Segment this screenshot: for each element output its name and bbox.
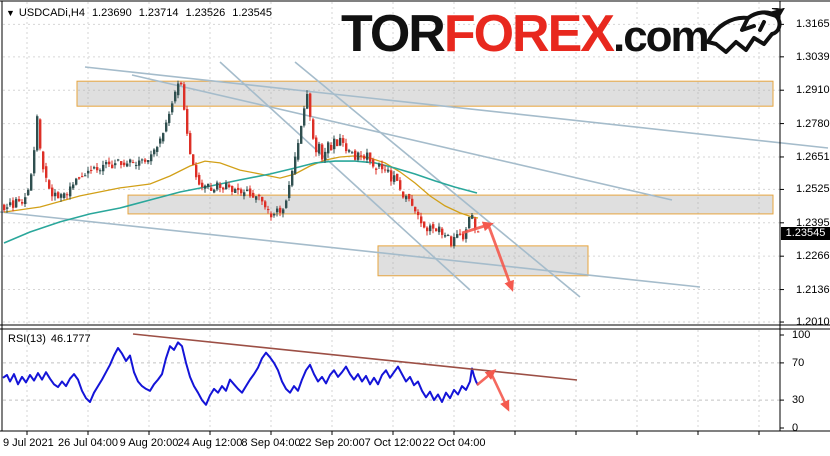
rsi-axis-label: 30 [792,394,805,407]
symbol-dropdown-icon[interactable]: ▼ [6,8,15,18]
time-axis-label: 9 Jul 2021 [3,437,54,449]
rsi-trendline [132,333,578,381]
price-axis-label: 1.29100 [796,84,830,97]
rsi-axis-label: 70 [792,356,805,369]
symbol-timeframe: USDCADi,H4 [18,7,85,19]
channel-line-left [219,61,471,291]
price-axis-label: 1.20105 [796,316,830,329]
ohlc-open: 1.23690 [91,7,132,19]
rsi-line [2,341,479,406]
ma-fast-line [3,155,479,219]
price-axis-label: 1.23955 [796,216,830,229]
torforex-logo: TORFOREX.com [341,6,786,65]
mid-resistance-line [131,74,673,201]
rsi-indicator-label: RSI(13) 46.1777 [8,333,91,345]
time-axis-label: 26 Jul 04:00 [58,437,118,449]
rsi-axis-label: 0 [792,422,799,434]
time-axis-label: 8 Sep 04:00 [241,437,301,449]
candlesticks [3,80,480,249]
forecast-arrow [486,223,514,292]
chart-title: ▼ USDCADi,H4 1.23690 1.23714 1.23526 1.23545 [6,7,272,19]
price-axis-label: 1.31655 [796,18,830,31]
lower-support-line [0,211,701,288]
upper-resistance-line [84,66,829,149]
rsi-axis-label: 100 [792,329,811,341]
price-axis-label: 1.22660 [796,250,830,263]
time-axis-label: 7 Oct 12:00 [364,437,422,449]
ma-slow-line [3,160,478,244]
bull-icon [705,8,785,54]
resistance-zone-1.2910 [76,80,774,107]
current-price-tag: 1.23545 [781,227,830,241]
ohlc-low: 1.23526 [185,7,226,19]
price-axis-label: 1.27805 [796,117,830,130]
time-axis-label: 22 Sep 20:00 [299,437,365,449]
forecast-arrow [461,221,494,235]
price-axis-label: 1.21365 [796,283,830,296]
price-axis-label: 1.30395 [796,50,830,63]
ohlc-high: 1.23714 [138,7,179,19]
rsi-value: 46.1777 [50,333,91,345]
time-axis-label: 24 Aug 12:00 [177,437,243,449]
rsi-forecast-arrow [489,372,510,412]
channel-line-right [294,61,581,298]
logo-text: TORFOREX.com [341,5,710,63]
time-axis-label: 22 Oct 04:00 [422,437,486,449]
price-axis-label: 1.25250 [796,183,830,196]
rsi-name: RSI(13) [8,333,46,345]
ohlc-close: 1.23545 [232,7,272,19]
zone-1.2430-1.2503 [127,194,774,215]
time-axis-label: 9 Aug 20:00 [119,437,179,449]
price-axis-label: 1.26510 [796,150,830,163]
